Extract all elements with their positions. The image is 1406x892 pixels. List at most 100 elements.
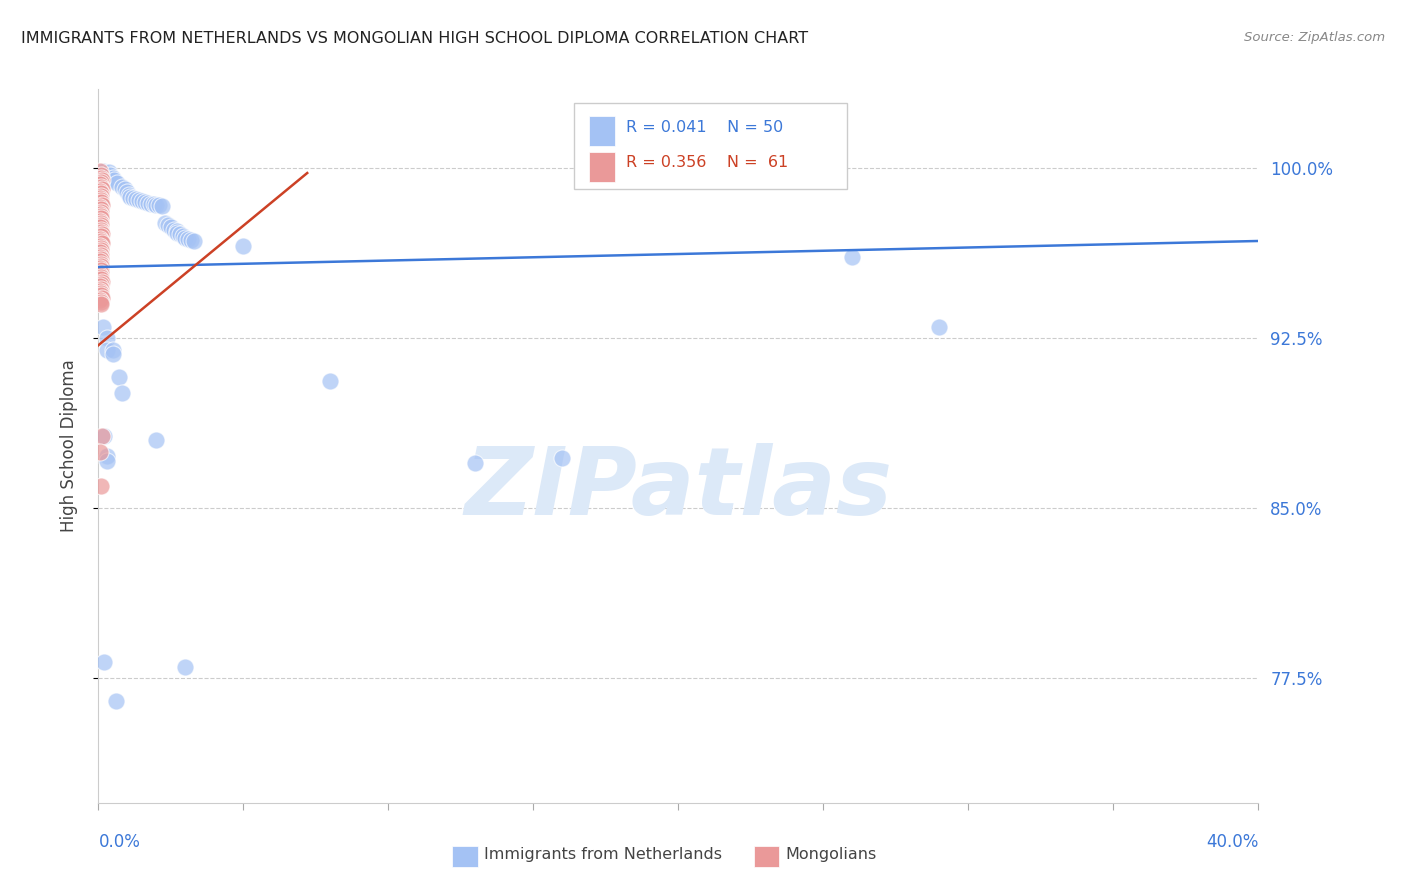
Point: [89, 200, 111, 214]
Point: [136, 195, 159, 210]
Point: [89, 207, 111, 221]
Point: [90, 288, 112, 302]
Point: [90, 186, 112, 201]
Point: [125, 192, 148, 206]
FancyBboxPatch shape: [574, 103, 846, 189]
Point: [89, 444, 111, 458]
Point: [89, 254, 111, 268]
Point: [89, 163, 111, 178]
Point: [145, 198, 167, 212]
Text: IMMIGRANTS FROM NETHERLANDS VS MONGOLIAN HIGH SCHOOL DIPLOMA CORRELATION CHART: IMMIGRANTS FROM NETHERLANDS VS MONGOLIAN…: [21, 31, 808, 46]
Point: [90, 272, 112, 286]
Point: [90, 182, 112, 196]
Point: [89, 284, 111, 298]
Point: [90, 297, 112, 311]
Point: [90, 429, 112, 443]
Point: [174, 230, 197, 244]
Point: [148, 198, 170, 212]
Point: [163, 222, 186, 236]
Point: [98, 169, 121, 183]
Point: [111, 179, 132, 194]
Point: [90, 229, 112, 244]
Point: [172, 229, 194, 244]
Point: [139, 196, 162, 211]
Point: [160, 220, 183, 235]
Point: [90, 193, 112, 207]
Point: [89, 184, 111, 198]
Point: [93, 429, 115, 443]
Text: R = 0.041    N = 50: R = 0.041 N = 50: [626, 120, 783, 135]
Point: [96, 343, 118, 357]
Text: 40.0%: 40.0%: [1206, 833, 1258, 851]
Point: [177, 232, 200, 246]
Point: [145, 434, 167, 448]
Point: [89, 261, 111, 276]
Point: [90, 179, 112, 194]
Point: [96, 454, 118, 468]
Point: [89, 232, 111, 246]
Point: [111, 385, 132, 400]
Point: [105, 176, 128, 190]
Point: [90, 478, 112, 492]
Point: [89, 191, 111, 205]
Point: [114, 182, 136, 196]
Point: [118, 187, 141, 202]
Point: [90, 175, 112, 189]
Point: [90, 202, 112, 217]
Point: [89, 245, 111, 260]
Text: 0.0%: 0.0%: [98, 833, 141, 851]
Point: [90, 286, 112, 301]
Point: [101, 347, 124, 361]
Point: [96, 449, 118, 463]
Point: [90, 291, 112, 305]
Point: [89, 213, 111, 227]
Point: [157, 218, 180, 232]
Point: [90, 277, 112, 291]
Point: [90, 247, 112, 261]
Point: [166, 224, 188, 238]
Point: [89, 220, 111, 235]
Point: [90, 225, 112, 239]
Point: [174, 660, 197, 674]
FancyBboxPatch shape: [589, 116, 614, 146]
FancyBboxPatch shape: [453, 846, 478, 867]
Point: [90, 281, 112, 295]
Point: [107, 370, 129, 384]
Text: ZIPatlas: ZIPatlas: [464, 442, 893, 535]
Point: [90, 266, 112, 280]
Point: [90, 195, 112, 210]
Point: [232, 238, 254, 252]
Point: [90, 234, 112, 248]
Point: [928, 320, 950, 334]
Text: R = 0.356    N =  61: R = 0.356 N = 61: [626, 155, 789, 170]
Point: [551, 451, 574, 466]
Point: [90, 270, 112, 285]
Point: [103, 173, 125, 187]
Point: [90, 241, 112, 255]
FancyBboxPatch shape: [589, 152, 614, 182]
Point: [142, 197, 165, 211]
Text: Source: ZipAtlas.com: Source: ZipAtlas.com: [1244, 31, 1385, 45]
Point: [90, 243, 112, 257]
Y-axis label: High School Diploma: High School Diploma: [59, 359, 77, 533]
Point: [97, 165, 120, 179]
Point: [93, 656, 115, 670]
Point: [90, 236, 112, 251]
Point: [90, 227, 112, 242]
Point: [169, 227, 191, 242]
Point: [150, 199, 173, 213]
Point: [90, 257, 112, 271]
FancyBboxPatch shape: [754, 846, 779, 867]
Point: [101, 170, 124, 185]
Point: [319, 375, 342, 389]
Point: [90, 209, 112, 223]
Point: [90, 211, 112, 226]
Point: [153, 216, 176, 230]
Point: [90, 295, 112, 310]
Point: [180, 233, 202, 247]
Point: [117, 186, 139, 200]
Point: [90, 173, 112, 187]
Point: [841, 250, 863, 264]
Point: [90, 259, 112, 273]
Point: [90, 275, 112, 289]
